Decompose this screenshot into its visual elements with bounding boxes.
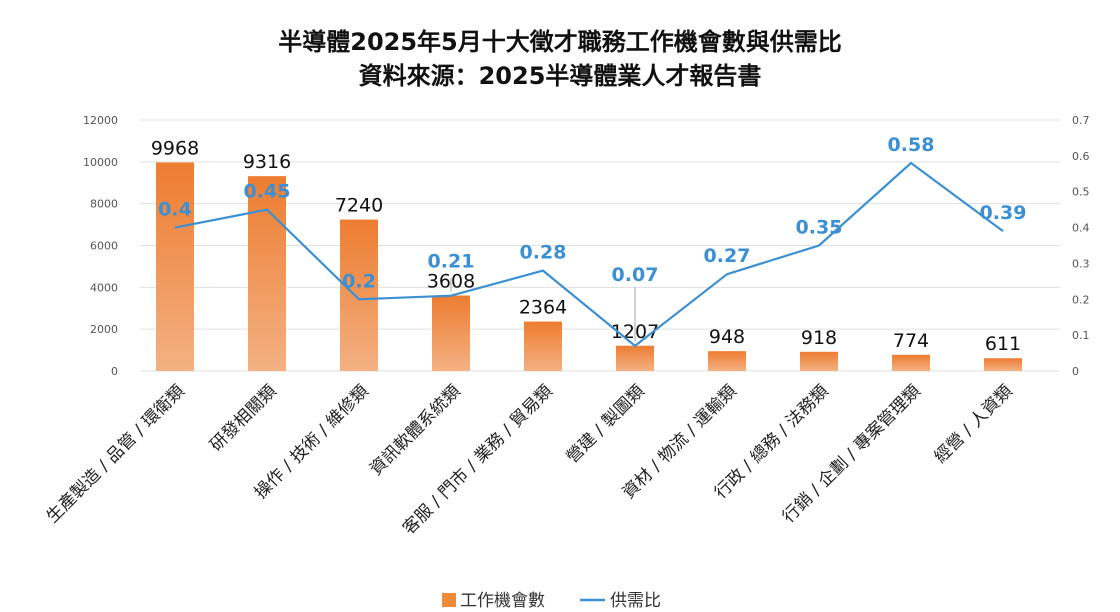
ratio-value-label: 0.21 bbox=[428, 251, 475, 273]
ratio-value-label: 0.28 bbox=[520, 242, 567, 264]
category-label: 生產製造 / 品管 / 環衛類 bbox=[43, 381, 189, 527]
left-axis-tick: 8000 bbox=[90, 198, 118, 211]
ratio-value-label: 0.4 bbox=[158, 199, 192, 221]
ratio-value-label: 0.2 bbox=[342, 270, 376, 292]
bar-value-label: 774 bbox=[893, 330, 929, 352]
left-axis-tick: 6000 bbox=[90, 240, 118, 253]
bar-value-label: 948 bbox=[709, 326, 745, 348]
category-label: 經營 / 人資類 bbox=[931, 381, 1017, 467]
left-axis-tick: 10000 bbox=[83, 156, 118, 169]
right-axis-tick: 0.2 bbox=[1072, 293, 1090, 306]
bar-value-label: 918 bbox=[801, 327, 837, 349]
bar bbox=[708, 351, 746, 371]
ratio-value-label: 0.27 bbox=[704, 245, 751, 267]
ratio-value-label: 0.35 bbox=[796, 217, 843, 239]
ratio-value-label: 0.07 bbox=[612, 264, 659, 286]
ratio-value-label: 0.39 bbox=[980, 202, 1027, 224]
bar bbox=[616, 345, 654, 371]
bar bbox=[248, 176, 286, 371]
category-label: 客服 / 門市 / 業務 / 貿易類 bbox=[399, 381, 556, 538]
chart-subtitle: 資料來源：2025半導體業人才報告書 bbox=[358, 62, 762, 90]
bar-value-label: 9968 bbox=[151, 138, 199, 160]
left-axis-tick: 2000 bbox=[90, 323, 118, 336]
right-axis-tick: 0.7 bbox=[1072, 114, 1090, 127]
bar-value-label: 9316 bbox=[243, 151, 291, 173]
left-axis-tick: 4000 bbox=[90, 281, 118, 294]
category-label: 營建 / 製圖類 bbox=[563, 381, 649, 467]
bar bbox=[156, 162, 194, 371]
legend-bar-label: 工作機會數 bbox=[460, 591, 545, 611]
bar-value-label: 2364 bbox=[519, 297, 567, 319]
right-axis-tick: 0.1 bbox=[1072, 329, 1090, 342]
right-axis-tick: 0.3 bbox=[1072, 257, 1090, 270]
category-label: 研發相關類 bbox=[206, 381, 280, 455]
ratio-value-label: 0.45 bbox=[244, 181, 291, 203]
bar bbox=[524, 321, 562, 371]
right-axis-tick: 0.4 bbox=[1072, 222, 1090, 235]
ratio-value-label: 0.58 bbox=[888, 134, 935, 156]
bar bbox=[984, 358, 1022, 371]
right-axis-tick: 0 bbox=[1072, 365, 1079, 378]
bar-value-label: 7240 bbox=[335, 195, 383, 217]
chart-title: 半導體2025年5月十大徵才職務工作機會數與供需比 bbox=[278, 28, 842, 56]
right-axis-tick: 0.5 bbox=[1072, 186, 1090, 199]
bar bbox=[800, 351, 838, 371]
right-axis-tick: 0.6 bbox=[1072, 150, 1090, 163]
bar-value-label: 611 bbox=[985, 333, 1021, 355]
bar bbox=[340, 219, 378, 371]
ratio-line bbox=[174, 161, 1004, 348]
bar bbox=[432, 295, 470, 371]
left-axis-tick: 12000 bbox=[83, 114, 118, 127]
legend-line-label: 供需比 bbox=[610, 591, 661, 611]
left-axis-tick: 0 bbox=[111, 365, 118, 378]
legend-bar-swatch bbox=[442, 593, 456, 607]
category-label: 資訊軟體系統類 bbox=[366, 381, 464, 479]
bar bbox=[892, 354, 930, 371]
